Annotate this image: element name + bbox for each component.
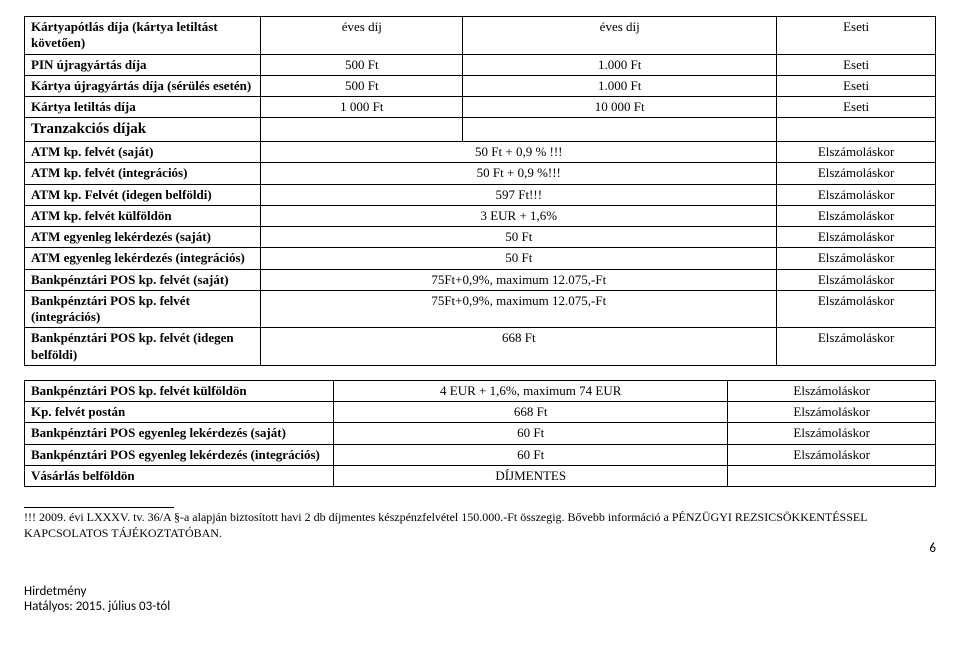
- row-value: 50 Ft: [261, 227, 777, 248]
- row-col1: 500 Ft: [261, 54, 463, 75]
- fees-table-2: Bankpénztári POS kp. felvét külföldön4 E…: [24, 380, 936, 487]
- footer-date: Hatályos: 2015. július 03-tól: [24, 599, 170, 614]
- row-label: PIN újragyártás díja: [25, 54, 261, 75]
- row-label: Kártya letiltás díja: [25, 97, 261, 118]
- row-value: 50 Ft + 0,9 % !!!: [261, 142, 777, 163]
- row-timing: Elszámoláskor: [777, 163, 936, 184]
- row-label: ATM egyenleg lekérdezés (integrációs): [25, 248, 261, 269]
- row-value: 668 Ft: [334, 402, 728, 423]
- row-label: Bankpénztári POS kp. felvét külföldön: [25, 380, 334, 401]
- row-label: Bankpénztári POS kp. felvét (saját): [25, 269, 261, 290]
- row-value: 60 Ft: [334, 444, 728, 465]
- row-label: Bankpénztári POS egyenleg lekérdezés (sa…: [25, 423, 334, 444]
- row-label: Vásárlás belföldön: [25, 465, 334, 486]
- row-label: ATM kp. felvét külföldön: [25, 205, 261, 226]
- row-timing: Elszámoláskor: [777, 290, 936, 328]
- row-timing: Elszámoláskor: [777, 227, 936, 248]
- row-timing: Eseti: [777, 17, 936, 55]
- row-value: 50 Ft: [261, 248, 777, 269]
- row-col2: éves díj: [463, 17, 777, 55]
- row-label: Bankpénztári POS egyenleg lekérdezés (in…: [25, 444, 334, 465]
- row-value: 668 Ft: [261, 328, 777, 366]
- row-timing: Elszámoláskor: [728, 423, 936, 444]
- row-timing: Elszámoláskor: [777, 328, 936, 366]
- row-col2: 10 000 Ft: [463, 97, 777, 118]
- row-timing: Elszámoláskor: [728, 444, 936, 465]
- row-timing: Elszámoláskor: [777, 248, 936, 269]
- footer: Hirdetmény Hatályos: 2015. július 03-tól: [24, 584, 936, 614]
- row-label: Bankpénztári POS kp. felvét (integrációs…: [25, 290, 261, 328]
- row-value: 597 Ft!!!: [261, 184, 777, 205]
- row-value: 4 EUR + 1,6%, maximum 74 EUR: [334, 380, 728, 401]
- row-label: ATM kp. felvét (integrációs): [25, 163, 261, 184]
- row-timing: Elszámoláskor: [777, 205, 936, 226]
- row-value: 50 Ft + 0,9 %!!!: [261, 163, 777, 184]
- row-col2: 1.000 Ft: [463, 54, 777, 75]
- row-timing: Eseti: [777, 97, 936, 118]
- row-label: ATM kp. felvét (saját): [25, 142, 261, 163]
- footer-title: Hirdetmény: [24, 584, 86, 599]
- section-header: Tranzakciós díjak: [25, 118, 261, 142]
- row-timing: [728, 465, 936, 486]
- row-timing: Elszámoláskor: [777, 142, 936, 163]
- row-col1: 1 000 Ft: [261, 97, 463, 118]
- fees-table-1: Kártyapótlás díja (kártya letiltást köve…: [24, 16, 936, 366]
- row-timing: Eseti: [777, 54, 936, 75]
- row-timing: Elszámoláskor: [777, 269, 936, 290]
- row-label: ATM kp. Felvét (idegen belföldi): [25, 184, 261, 205]
- row-value: 75Ft+0,9%, maximum 12.075,-Ft: [261, 290, 777, 328]
- row-label: ATM egyenleg lekérdezés (saját): [25, 227, 261, 248]
- row-timing: Elszámoláskor: [728, 402, 936, 423]
- row-col2: 1.000 Ft: [463, 75, 777, 96]
- row-value: 3 EUR + 1,6%: [261, 205, 777, 226]
- row-label: Kártyapótlás díja (kártya letiltást köve…: [25, 17, 261, 55]
- row-label: Bankpénztári POS kp. felvét (idegen belf…: [25, 328, 261, 366]
- row-col1: 500 Ft: [261, 75, 463, 96]
- row-value: 60 Ft: [334, 423, 728, 444]
- row-timing: Eseti: [777, 75, 936, 96]
- row-value: 75Ft+0,9%, maximum 12.075,-Ft: [261, 269, 777, 290]
- row-col1: éves díj: [261, 17, 463, 55]
- page-number: 6: [24, 541, 936, 556]
- row-timing: Elszámoláskor: [728, 380, 936, 401]
- footnote-divider: [24, 507, 174, 508]
- row-label: Kp. felvét postán: [25, 402, 334, 423]
- row-label: Kártya újragyártás díja (sérülés esetén): [25, 75, 261, 96]
- row-timing: Elszámoláskor: [777, 184, 936, 205]
- footnote-text: !!! 2009. évi LXXXV. tv. 36/A §-a alapjá…: [24, 510, 936, 541]
- row-value: DÍJMENTES: [334, 465, 728, 486]
